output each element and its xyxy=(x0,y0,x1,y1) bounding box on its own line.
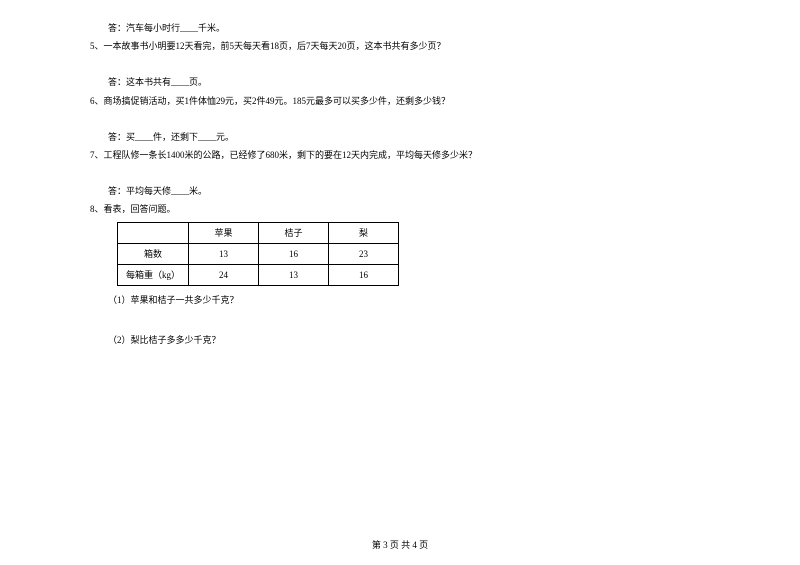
page-footer: 第 3 页 共 4 页 xyxy=(0,537,800,553)
question-6: 6、商场搞促销活动，买1件体恤29元，买2件49元。185元最多可以买多少件，还… xyxy=(90,93,710,109)
document-content: 答：汽车每小时行____千米。 5、一本故事书小明要12天看完，前5天每天看18… xyxy=(90,20,710,348)
table-header-row: 苹果 桔子 梨 xyxy=(118,222,399,243)
question-8-2: （2）梨比桔子多多少千克？ xyxy=(108,332,710,348)
question-8-1: （1）苹果和桔子一共多少千克？ xyxy=(108,292,710,308)
q7-answer-line: 答：平均每天修____米。 xyxy=(90,183,710,199)
q4-answer-line: 答：汽车每小时行____千米。 xyxy=(90,20,710,36)
table-cell: 箱数 xyxy=(118,243,189,264)
table-cell: 24 xyxy=(189,264,259,285)
table-cell: 13 xyxy=(259,264,329,285)
table-cell: 23 xyxy=(329,243,399,264)
table-header-cell: 苹果 xyxy=(189,222,259,243)
question-7: 7、工程队修一条长1400米的公路，已经修了680米，剩下的要在12天内完成，平… xyxy=(90,147,710,163)
table-cell: 每箱重（kg） xyxy=(118,264,189,285)
question-8: 8、看表，回答问题。 xyxy=(90,201,710,217)
table-header-cell: 梨 xyxy=(329,222,399,243)
fruit-table: 苹果 桔子 梨 箱数 13 16 23 每箱重（kg） 24 13 16 xyxy=(117,222,399,287)
table-cell: 13 xyxy=(189,243,259,264)
table-header-cell: 桔子 xyxy=(259,222,329,243)
q5-answer-line: 答：这本书共有____页。 xyxy=(90,74,710,90)
q6-answer-line: 答：买____件，还剩下____元。 xyxy=(90,129,710,145)
table-row: 每箱重（kg） 24 13 16 xyxy=(118,264,399,285)
table-header-cell xyxy=(118,222,189,243)
table-row: 箱数 13 16 23 xyxy=(118,243,399,264)
table-cell: 16 xyxy=(329,264,399,285)
table-cell: 16 xyxy=(259,243,329,264)
question-5: 5、一本故事书小明要12天看完，前5天每天看18页，后7天每天20页，这本书共有… xyxy=(90,38,710,54)
